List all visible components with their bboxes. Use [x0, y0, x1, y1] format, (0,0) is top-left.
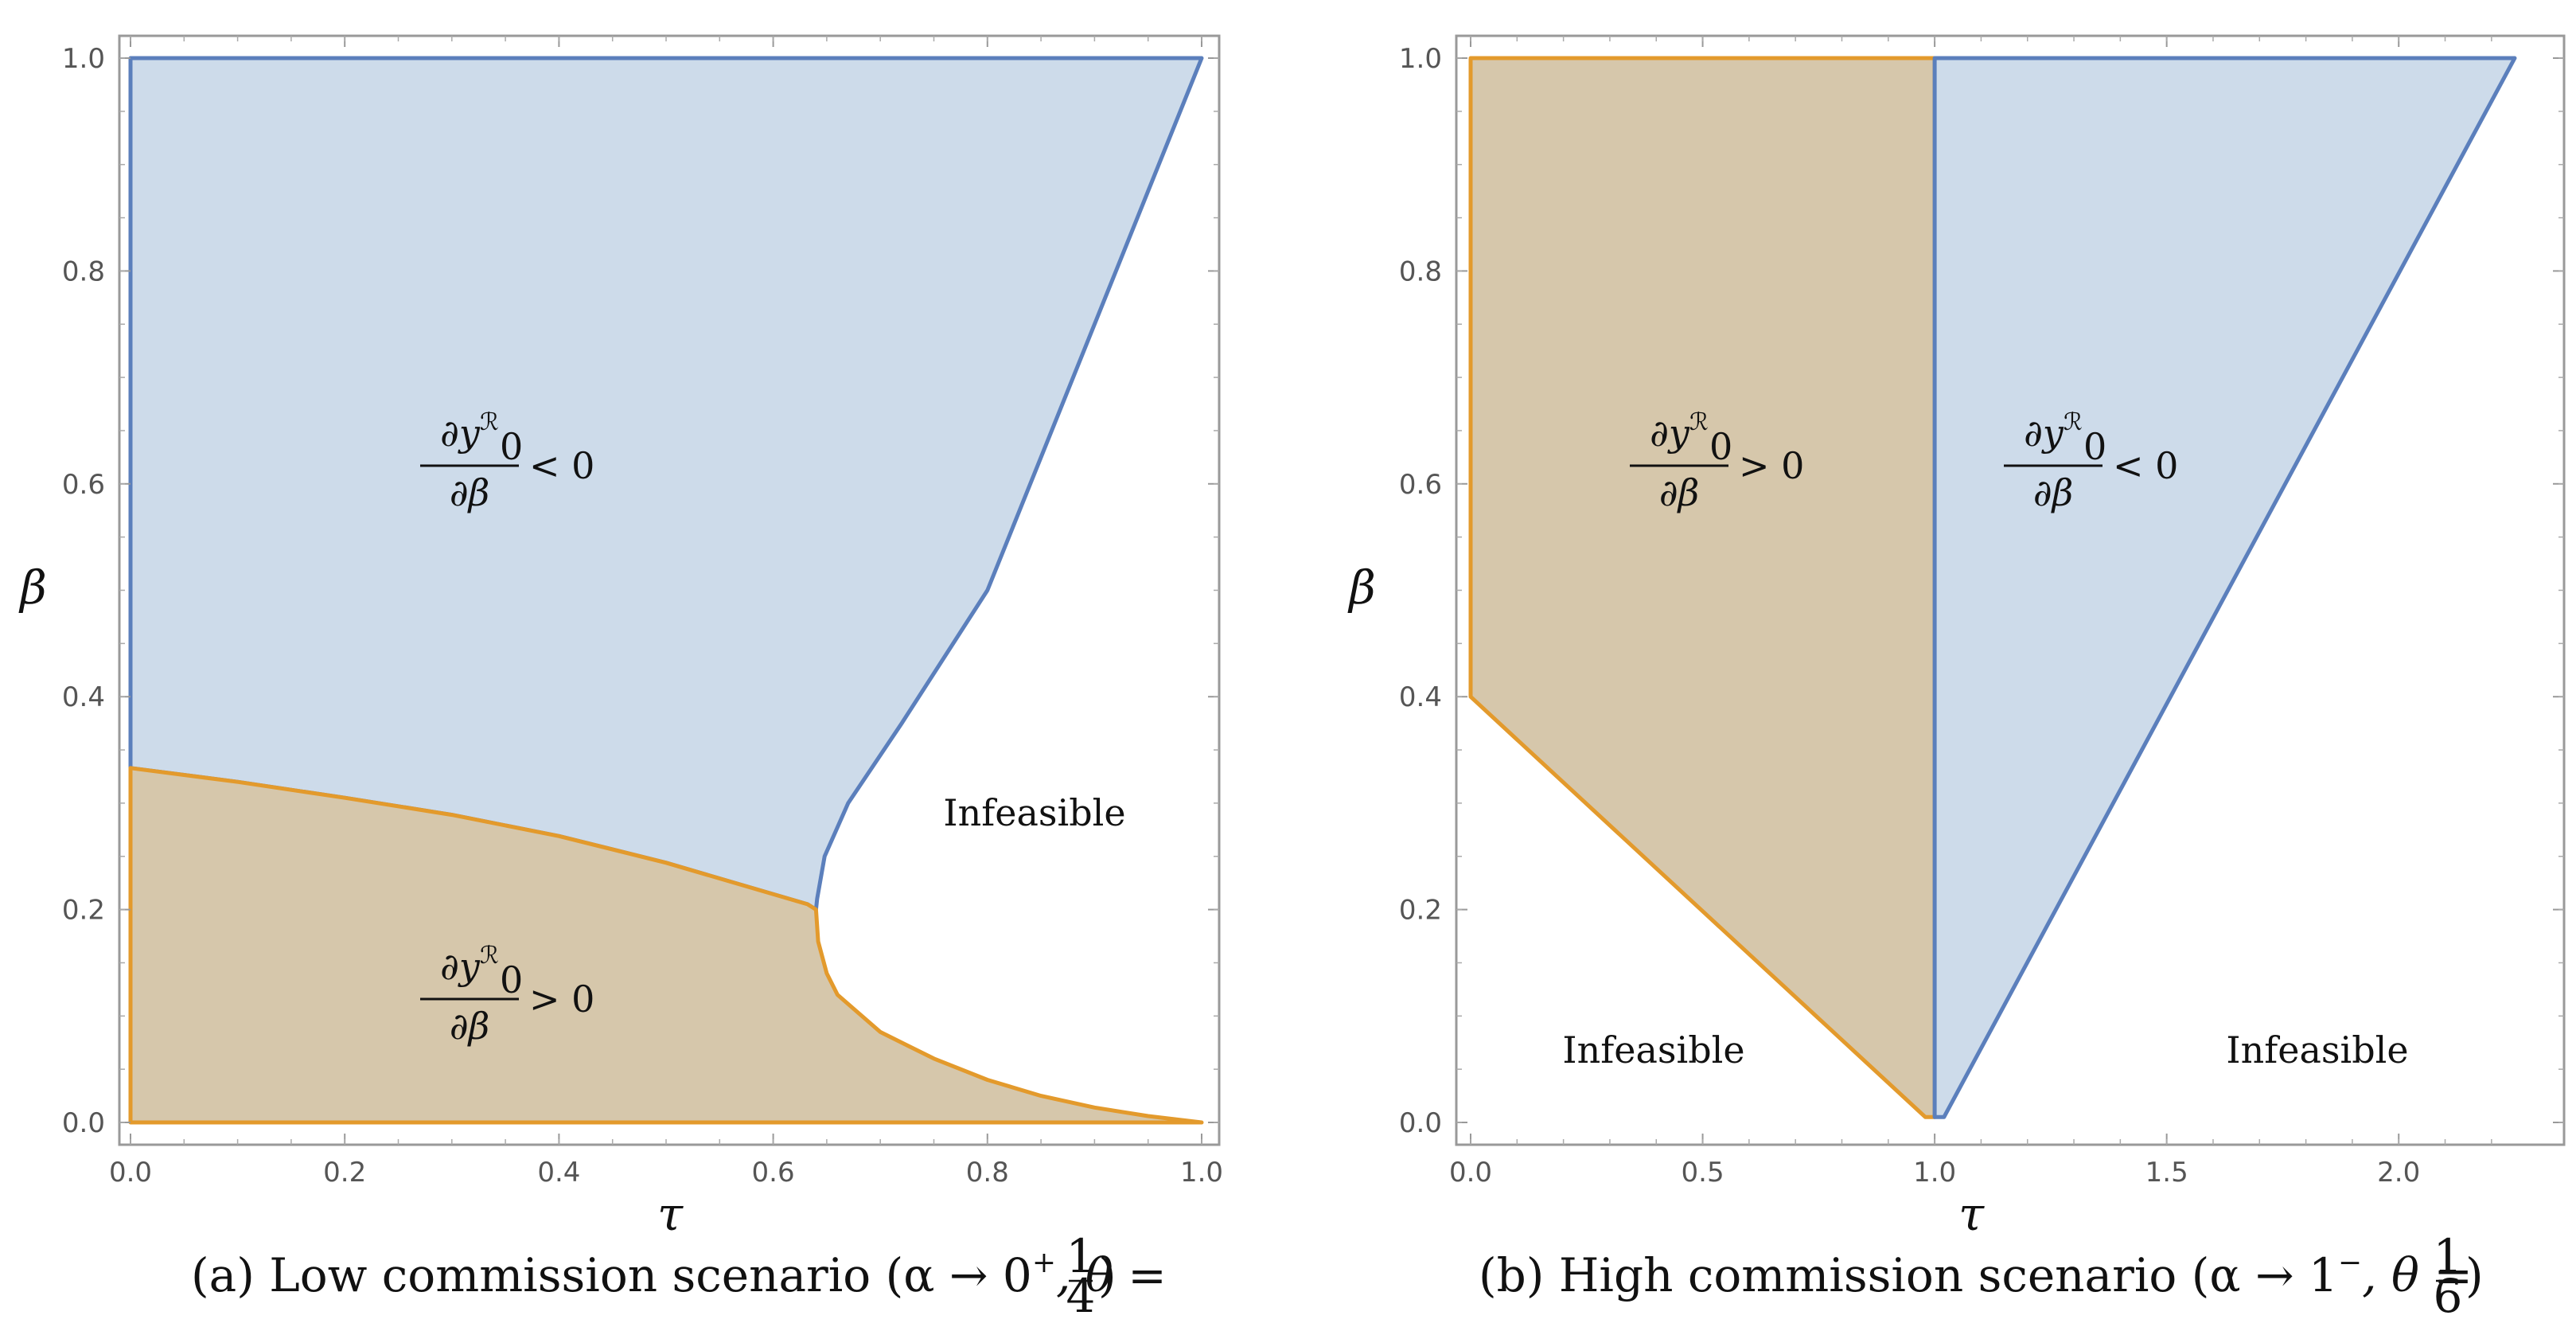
panel-a-y-axis-label: β — [18, 560, 47, 615]
frac-den: ∂β — [450, 471, 489, 514]
y-tick-label: 0.4 — [62, 681, 105, 713]
y-tick-label: 0.6 — [1399, 469, 1442, 501]
panel-a-lower-region-label: ∂yℛ 0 ∂β > 0 — [420, 942, 594, 1048]
y-tick-label: 0.8 — [1399, 256, 1442, 287]
panel-b-right-region-label: ∂yℛ 0 ∂β < 0 — [2004, 408, 2178, 514]
x-tick-label: 1.5 — [2145, 1157, 2188, 1189]
frac-sub: 0 — [2083, 425, 2106, 468]
y-tick-label: 0.2 — [62, 895, 105, 927]
panel-a-ticks: 0.0 0.2 0.4 0.6 0.8 1.0 0.0 0.2 0.4 0.6 0.8 1.0 — [62, 36, 1223, 1189]
caption-prefix: (b) High commission scenario ( — [1479, 1248, 2209, 1302]
frac-sup: ℛ — [480, 408, 499, 436]
frac-rel: > 0 — [1739, 444, 1804, 487]
panel-a-upper-region-label: ∂yℛ 0 ∂β < 0 — [420, 408, 594, 514]
frac-rel: < 0 — [2113, 444, 2178, 487]
svg-text:∂yℛ: ∂yℛ — [1650, 408, 1709, 455]
svg-text:(b) High commission scenario (: (b) High commission scenario (α → 1−, θ … — [1479, 1247, 2473, 1302]
panel-a-region-negative — [128, 56, 1204, 912]
panel-b-x-axis-label: τ — [1958, 1187, 1985, 1241]
svg-text:∂yℛ: ∂yℛ — [440, 942, 499, 988]
x-tick-label: 0.0 — [109, 1157, 152, 1189]
panel-a-region-positive — [128, 766, 1204, 1125]
x-tick-label: 1.0 — [1180, 1157, 1223, 1189]
caption-prefix: (a) Low commission scenario ( — [191, 1248, 903, 1302]
x-tick-label: 0.6 — [752, 1157, 795, 1189]
caption-alpha: α → 1 — [2209, 1248, 2338, 1302]
y-tick-label: 0.8 — [62, 256, 105, 287]
frac-num: ∂y — [2024, 412, 2064, 455]
frac-den: ∂β — [1659, 471, 1699, 514]
caption-fraction-den: 6 — [2434, 1269, 2463, 1323]
caption-fraction-den: 4 — [1066, 1269, 1096, 1323]
panel-a-x-axis-label: τ — [657, 1187, 684, 1241]
caption-theta: , θ = — [2362, 1248, 2473, 1302]
x-tick-label: 1.0 — [1913, 1157, 1956, 1189]
panel-b-region-positive — [1468, 56, 1937, 1119]
panel-b-left-region-label: ∂yℛ 0 ∂β > 0 — [1630, 408, 1804, 514]
panel-a-regions — [128, 56, 1204, 1125]
panel-b-regions — [1468, 56, 2517, 1119]
y-tick-label: 0.0 — [62, 1107, 105, 1139]
panel-b-infeasible-left-label: Infeasible — [1562, 1028, 1744, 1071]
caption-sup: + — [1032, 1247, 1056, 1279]
svg-text:∂yℛ: ∂yℛ — [440, 408, 499, 455]
y-tick-label: 0.2 — [1399, 895, 1442, 927]
caption-sup: − — [2338, 1247, 2362, 1279]
y-tick-label: 0.6 — [62, 469, 105, 501]
x-tick-label: 0.4 — [537, 1157, 580, 1189]
panel-b-infeasible-right-label: Infeasible — [2226, 1028, 2408, 1071]
y-tick-label: 0.4 — [1399, 681, 1442, 713]
frac-rel: < 0 — [529, 444, 594, 487]
y-tick-label: 0.0 — [1399, 1107, 1442, 1139]
caption-theta: , θ = — [1056, 1248, 1167, 1302]
panel-b-caption: (b) High commission scenario (α → 1−, θ … — [1479, 1229, 2484, 1323]
frac-num: ∂y — [1650, 412, 1690, 455]
x-tick-label: 0.2 — [323, 1157, 366, 1189]
caption-close: ) — [1098, 1248, 1117, 1302]
panel-b-chart: 0.0 0.5 1.0 1.5 2.0 0.0 0.2 0.4 0.6 0.8 1.0 τ β ∂y… — [1347, 34, 2566, 1323]
frac-num: ∂y — [440, 412, 481, 455]
x-tick-label: 0.0 — [1449, 1157, 1492, 1189]
frac-sub: 0 — [1709, 425, 1732, 468]
x-tick-label: 0.8 — [966, 1157, 1009, 1189]
frac-den: ∂β — [450, 1005, 489, 1048]
frac-sub: 0 — [500, 425, 523, 468]
panel-b-region-negative — [1932, 56, 2517, 1119]
frac-sup: ℛ — [2064, 408, 2083, 436]
frac-sup: ℛ — [1689, 408, 1709, 436]
y-tick-label: 1.0 — [1399, 43, 1442, 75]
frac-num: ∂y — [440, 945, 481, 988]
x-tick-label: 2.0 — [2377, 1157, 2420, 1189]
caption-alpha: α → 0 — [903, 1248, 1032, 1302]
frac-sup: ℛ — [480, 942, 499, 970]
panel-b-ticks: 0.0 0.5 1.0 1.5 2.0 0.0 0.2 0.4 0.6 0.8 1.0 — [1399, 36, 2564, 1189]
x-tick-label: 0.5 — [1682, 1157, 1724, 1189]
caption-close: ) — [2465, 1248, 2484, 1302]
y-tick-label: 1.0 — [62, 43, 105, 75]
panel-a-chart: 0.0 0.2 0.4 0.6 0.8 1.0 0.0 0.2 0.4 0.6 0.8 1.0 τ β… — [18, 34, 1223, 1323]
caption-fraction-num: 1 — [1066, 1229, 1096, 1283]
svg-text:∂yℛ: ∂yℛ — [2024, 408, 2083, 455]
panel-a-caption: (a) Low commission scenario (α → 0+, θ =… — [191, 1229, 1167, 1323]
frac-sub: 0 — [500, 958, 523, 1001]
panel-b-y-axis-label: β — [1347, 560, 1376, 615]
frac-rel: > 0 — [529, 978, 594, 1021]
frac-den: ∂β — [2033, 471, 2073, 514]
svg-text:(a) Low commission scenario (α: (a) Low commission scenario (α → 0+, θ = — [191, 1247, 1167, 1302]
caption-fraction-num: 1 — [2434, 1229, 2463, 1283]
panel-a-infeasible-label: Infeasible — [943, 791, 1125, 834]
